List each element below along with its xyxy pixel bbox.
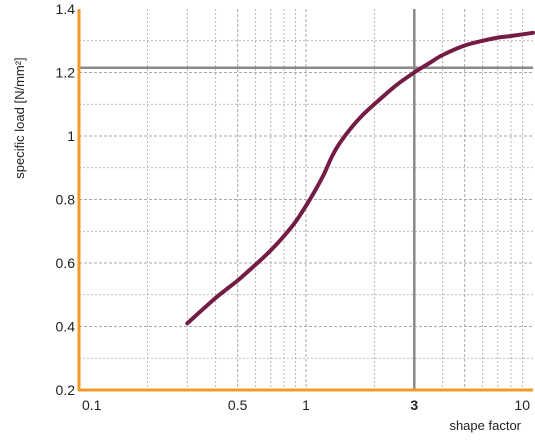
x-tick-label: 1 xyxy=(302,397,310,413)
x-tick-label: 3 xyxy=(410,397,418,413)
x-tick-label: 0.1 xyxy=(82,397,102,413)
y-tick-label: 0.2 xyxy=(56,382,76,398)
y-tick-label: 1 xyxy=(67,128,75,144)
series-line-0 xyxy=(185,30,535,326)
x-tick-label: 0.5 xyxy=(228,397,248,413)
y-tick-label: 0.6 xyxy=(56,255,76,271)
grid-lines xyxy=(79,9,533,390)
y-tick-label: 0.8 xyxy=(56,192,76,208)
x-tick-label: 10 xyxy=(514,397,530,413)
y-tick-label: 1.2 xyxy=(56,65,76,81)
tick-labels: 0.1 0.5 1 3 10 0.2 0.4 0.6 0.8 1 1.2 1.4 xyxy=(56,1,531,413)
axes xyxy=(77,9,533,392)
y-tick-label: 1.4 xyxy=(56,1,76,17)
y-axis-label: specific load [N/mm²] xyxy=(12,57,27,178)
y-tick-label: 0.4 xyxy=(56,319,76,335)
series-layer xyxy=(185,30,535,326)
x-axis-label: shape factor xyxy=(449,418,521,433)
